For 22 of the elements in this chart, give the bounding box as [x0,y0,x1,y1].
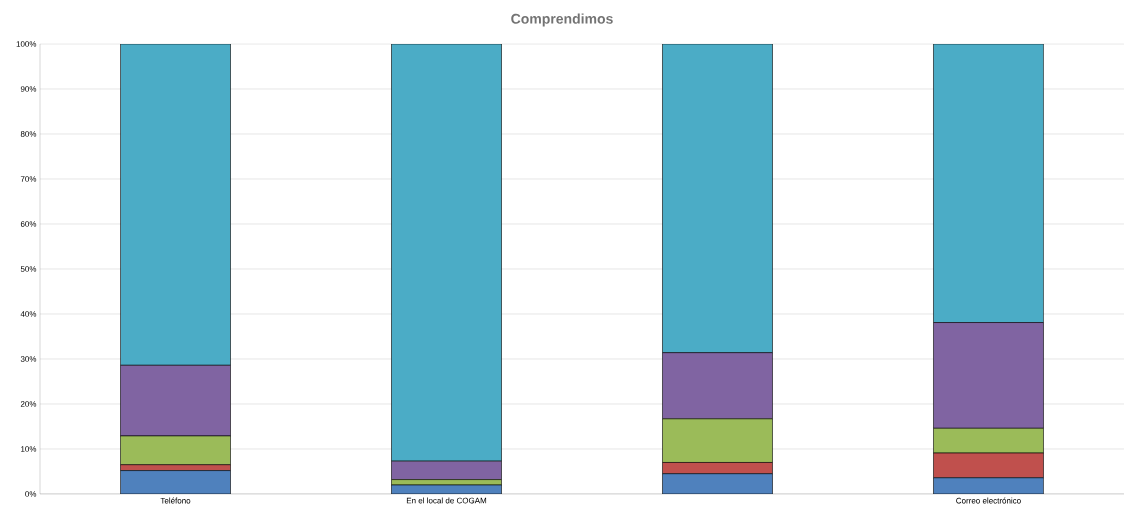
y-tick-label: 0% [25,491,37,497]
y-tick-label: 100% [16,41,37,47]
bar [120,470,231,494]
bar [662,473,773,494]
x-tick-label: En el local de COGAM [406,497,487,504]
bar [933,477,1044,494]
y-tick-label: 10% [21,446,37,452]
y-tick-label: 20% [20,401,37,407]
bar [662,43,773,353]
y-tick-label: 30% [20,356,37,362]
bar [933,43,1044,323]
y-tick-label: 80% [20,131,37,137]
chart-title: Comprendimos [511,13,613,27]
y-tick-label: 70% [20,176,37,182]
y-tick-label: 60% [20,221,37,227]
y-tick-label: 90% [20,86,37,92]
bar [391,43,502,462]
y-tick-label: 40% [20,311,37,317]
x-tick-label: Correo electrónico [956,497,1021,504]
y-tick-label: 50% [20,266,37,272]
bar [120,43,231,366]
x-tick-label: Teléfono [160,497,191,504]
